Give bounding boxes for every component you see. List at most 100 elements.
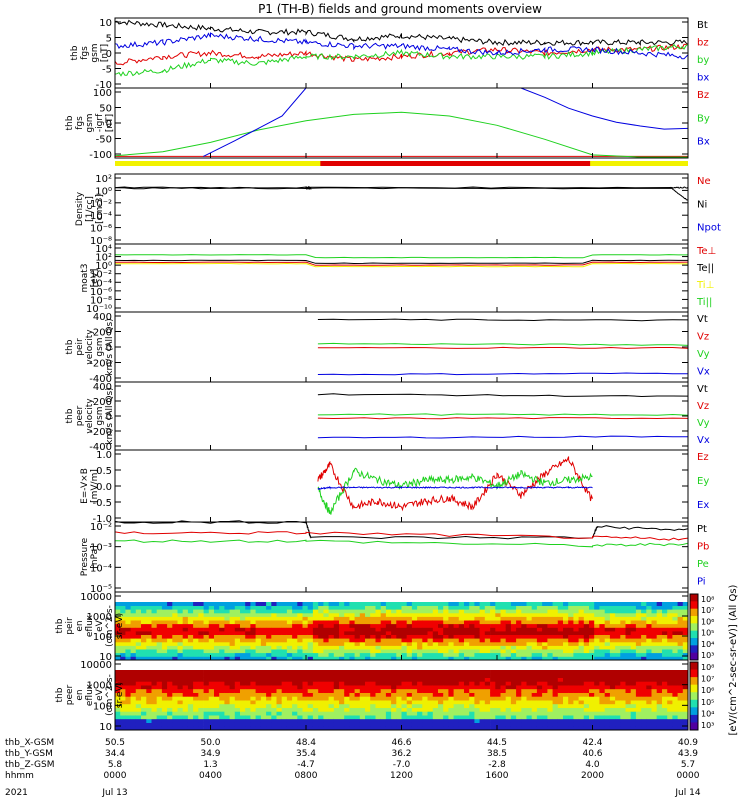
spectrogram-cell [161, 609, 168, 614]
ephemeris-value: 0800 [295, 771, 318, 781]
spectrogram-cell [271, 726, 277, 731]
spectrogram-cell [203, 602, 210, 606]
spectrogram-cell [260, 652, 267, 657]
colorbar-tick: 10³ [701, 721, 714, 730]
spectrogram-cell [385, 605, 392, 610]
spectrogram-cell [224, 692, 230, 697]
spectrogram-cell [172, 645, 178, 650]
spectrogram-cell [651, 609, 658, 614]
spectrogram-cell [130, 652, 137, 657]
spectrogram-cell [177, 673, 184, 678]
spectrogram-cell [141, 631, 147, 635]
spectrogram-cell [208, 602, 215, 606]
spectrogram-cell [161, 638, 168, 643]
spectrogram-cell [552, 645, 559, 650]
spectrogram-cell [453, 700, 460, 705]
spectrogram-cell [328, 670, 335, 675]
spectrogram-cell [568, 605, 574, 610]
spectrogram-cell [385, 602, 392, 606]
spectrogram-cell [641, 616, 647, 621]
y-tick-label: 10⁰ [95, 186, 112, 197]
spectrogram-cell [245, 718, 251, 723]
spectrogram-cell [167, 700, 173, 705]
spectrogram-cell [172, 609, 178, 614]
spectrogram-cell [391, 620, 397, 625]
spectrogram-cell [141, 649, 147, 654]
spectrogram-cell [505, 670, 512, 675]
spectrogram-cell [484, 634, 491, 639]
spectrogram-cell [656, 707, 663, 712]
spectrogram-cell [214, 726, 220, 731]
spectrogram-cell [479, 645, 486, 650]
colorbar-tick: 10⁷ [701, 675, 714, 684]
spectrogram-cell [146, 620, 152, 625]
spectrogram-cell [443, 652, 449, 657]
spectrogram-cell [156, 605, 163, 610]
spectrogram-cell [453, 634, 460, 639]
spectrogram-cell [281, 631, 288, 635]
spectrogram-cell [385, 652, 392, 657]
spectrogram-cell [479, 677, 486, 682]
spectrogram-cell [177, 627, 184, 632]
spectrogram-cell [635, 703, 642, 708]
spectrogram-cell [589, 700, 595, 705]
spectrogram-cell [292, 715, 298, 720]
spectrogram-cell [479, 641, 486, 646]
spectrogram-cell [667, 627, 673, 632]
spectrogram-cell [411, 696, 418, 701]
spectrogram-cell [557, 670, 564, 675]
spectrogram-cell [281, 715, 288, 720]
spectrogram-cell [208, 681, 215, 686]
spectrogram-cell [214, 627, 220, 632]
spectrogram-cell [375, 696, 382, 701]
spectrogram-cell [573, 623, 579, 628]
spectrogram-cell [349, 726, 355, 731]
spectrogram-cell [302, 692, 309, 697]
spectrogram-cell [589, 645, 595, 650]
spectrogram-cell [448, 670, 454, 675]
y-axis-label-line: km/s (All Qs) [105, 387, 115, 444]
spectrogram-cell [198, 641, 204, 646]
spectrogram-cell [630, 688, 637, 693]
spectrogram-cell [547, 715, 553, 720]
spectrogram-cell [193, 645, 199, 650]
spectrogram-cell [484, 685, 491, 690]
spectrogram-cell [411, 711, 418, 716]
spectrogram-cell [609, 652, 616, 657]
spectrogram-cell [375, 688, 382, 693]
spectrogram-cell [417, 623, 423, 628]
spectrogram-cell [630, 627, 637, 632]
spectrogram-cell [328, 703, 335, 708]
spectrogram-cell [578, 638, 585, 643]
spectrogram-cell [484, 696, 491, 701]
spectrogram-cell [141, 616, 147, 621]
spectrogram-cell [411, 616, 418, 621]
spectrogram-cell [187, 649, 194, 654]
spectrogram-cell [411, 681, 418, 686]
spectrogram-cell [677, 641, 684, 646]
spectrogram-cell [474, 711, 480, 716]
spectrogram-cell [333, 688, 340, 693]
spectrogram-cell [146, 652, 152, 657]
spectrogram-cell [276, 692, 283, 697]
spectrogram-cell [531, 638, 538, 643]
spectrogram-cell [635, 688, 642, 693]
spectrogram-cell [427, 620, 434, 625]
spectrogram-cell [646, 612, 652, 617]
spectrogram-cell [250, 715, 256, 720]
y-axis-label-line: gsm [95, 406, 105, 425]
spectrogram-cell [234, 703, 241, 708]
spectrogram-cell [630, 726, 637, 731]
spectrogram-cell [568, 707, 574, 712]
spectrogram-cell [198, 638, 204, 643]
spectrogram-cell [552, 612, 559, 617]
spectrogram-cell [286, 707, 293, 712]
spectrogram-cell [323, 711, 329, 716]
spectrogram-cell [198, 685, 204, 690]
spectrogram-cell [187, 722, 194, 727]
spectrogram-cell [495, 638, 501, 643]
y-tick-label: -400 [89, 442, 112, 453]
spectrogram-cell [141, 681, 147, 686]
spectrogram-cell [219, 718, 225, 723]
spectrogram-cell [276, 616, 283, 621]
